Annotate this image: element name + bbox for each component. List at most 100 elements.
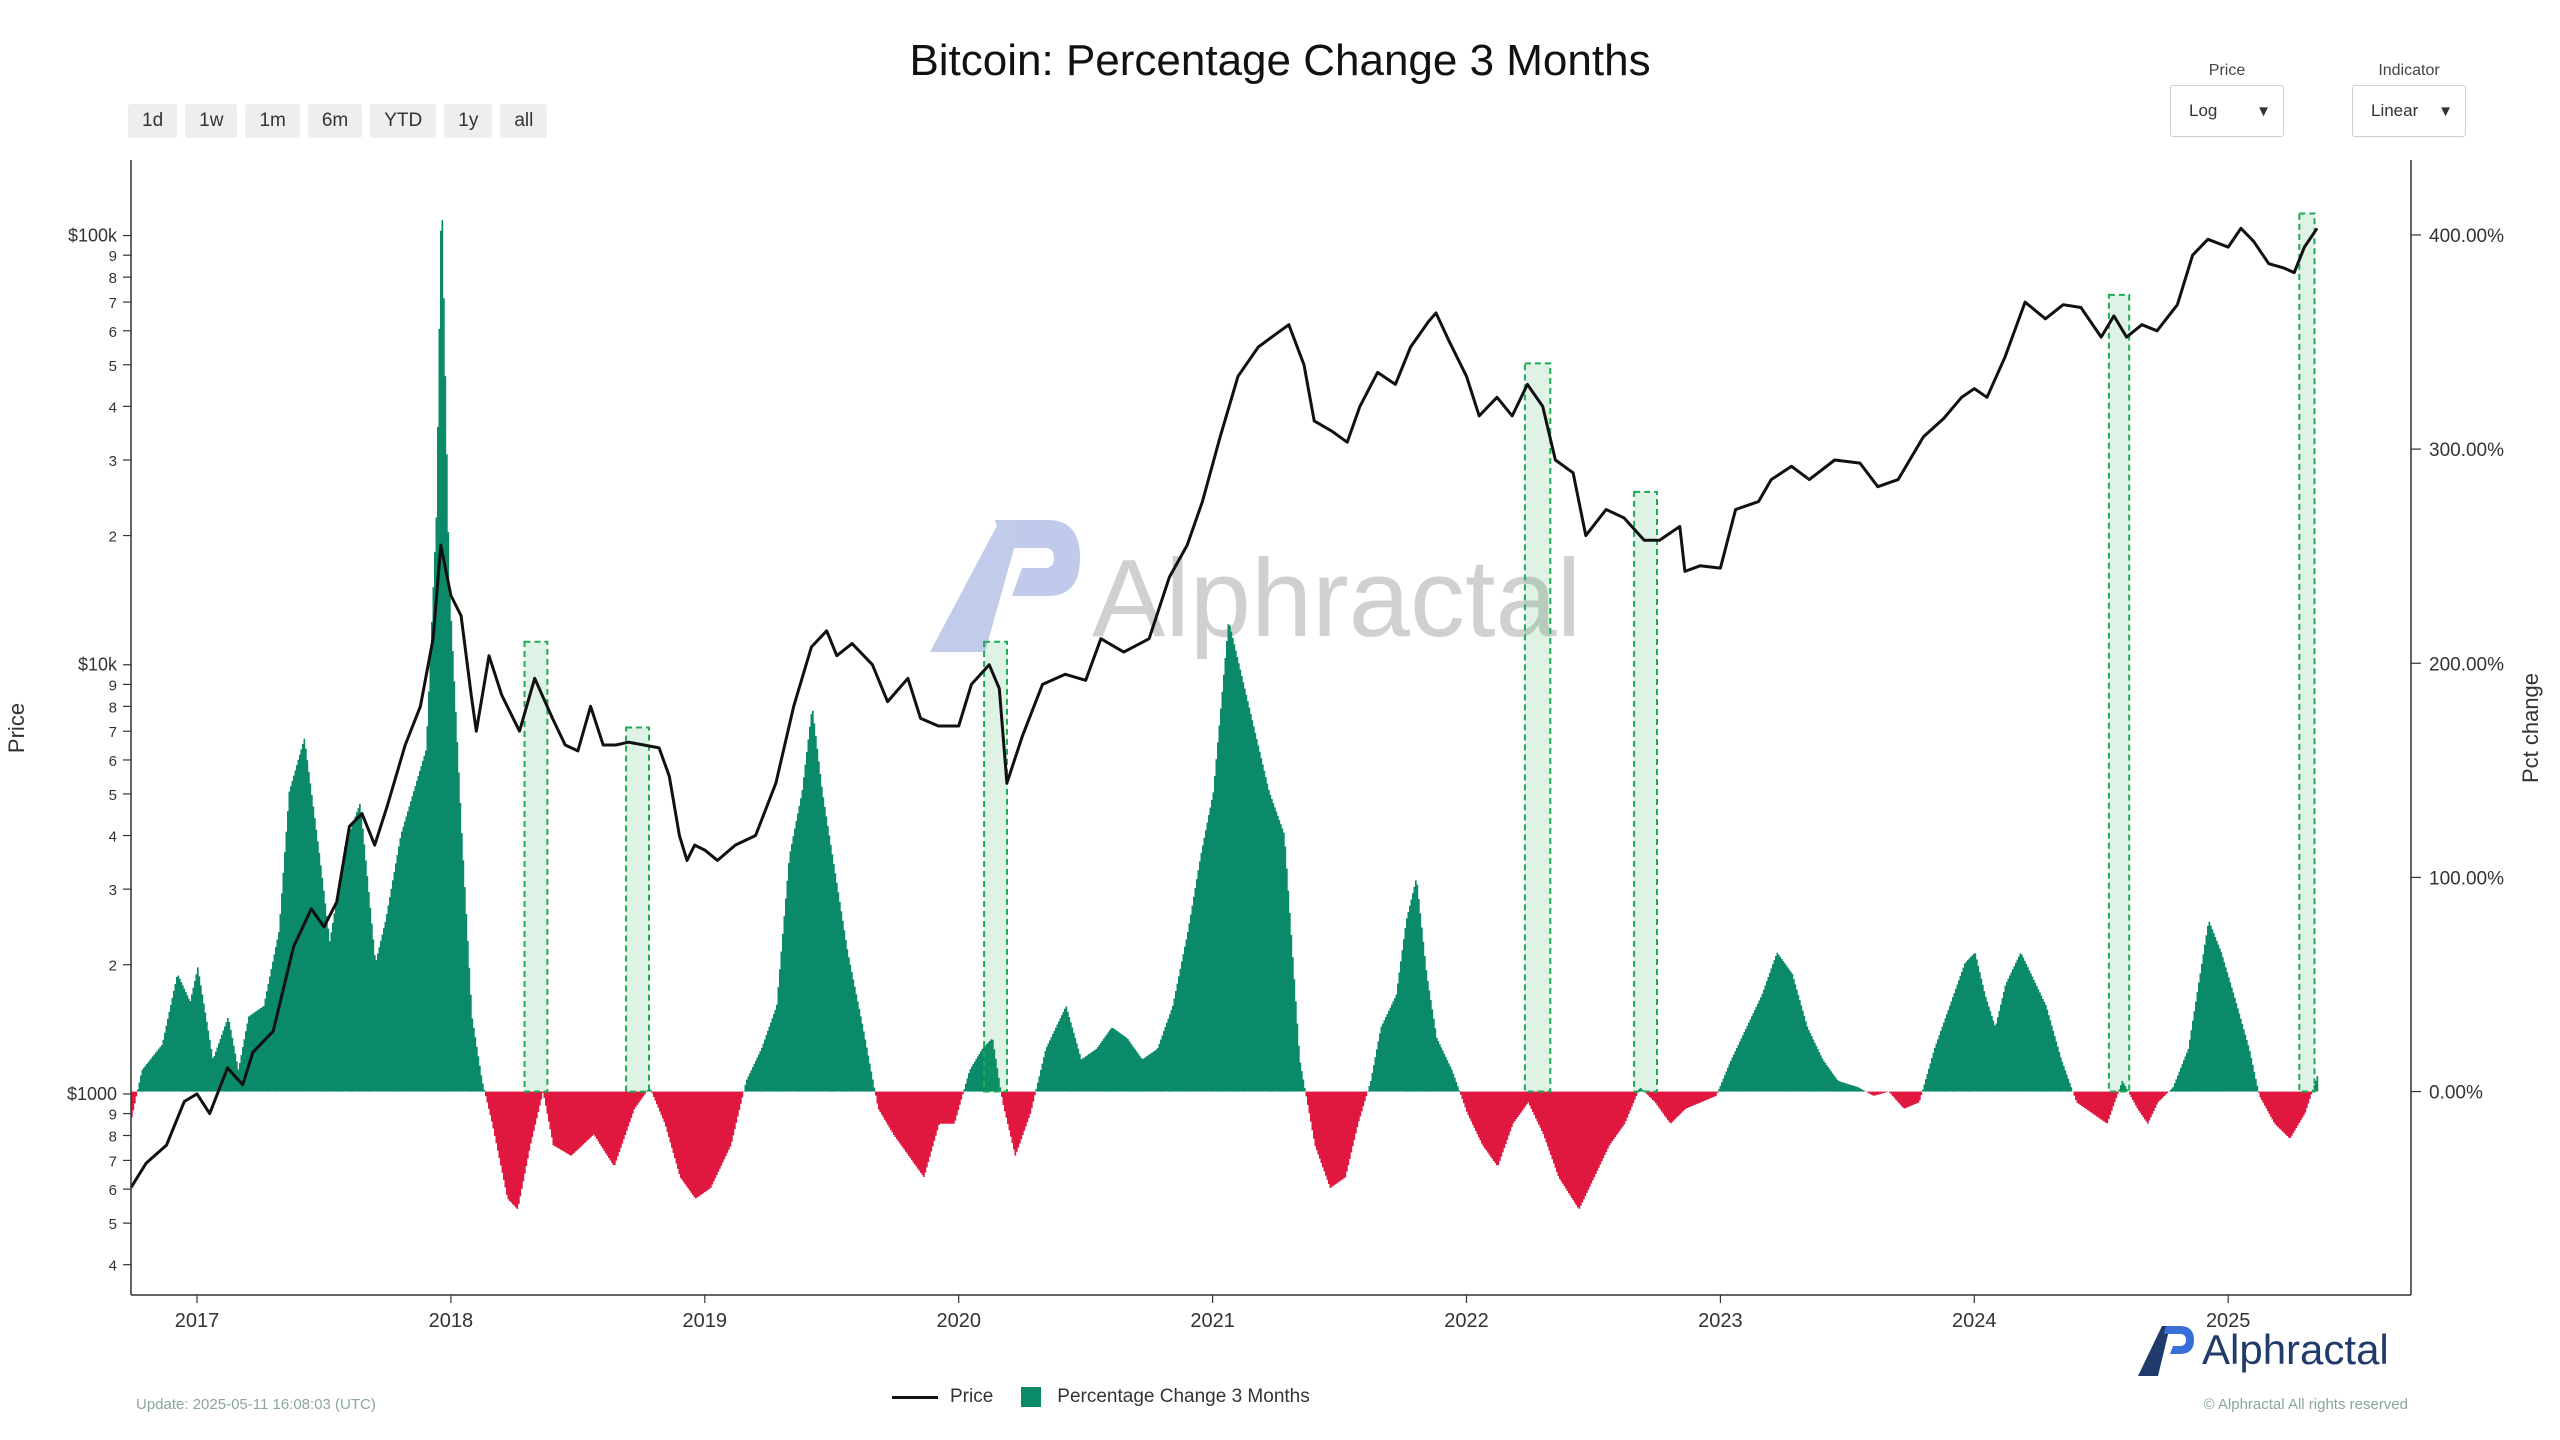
pct-bar	[1463, 1091, 1465, 1104]
pct-bar	[360, 812, 363, 1092]
pct-bar	[1776, 952, 1779, 1092]
pct-bar	[872, 1079, 874, 1092]
pct-bar	[209, 1039, 211, 1092]
pct-bar	[456, 742, 459, 1092]
pct-bar	[1119, 1033, 1122, 1092]
pct-bar	[1094, 1050, 1096, 1092]
pct-bar	[563, 1091, 565, 1152]
pct-bar	[306, 760, 309, 1092]
range-button-1m[interactable]: 1m	[245, 104, 300, 138]
pct-bar	[2129, 1091, 2131, 1095]
pct-bar	[1737, 1044, 1740, 1092]
pct-bar	[570, 1091, 573, 1156]
pct-bar	[2202, 954, 2205, 1092]
pct-bar	[669, 1091, 672, 1143]
legend-pct-label[interactable]: Percentage Change 3 Months	[1057, 1386, 1310, 1407]
pct-bar	[1686, 1091, 1689, 1108]
pct-bar	[795, 821, 798, 1092]
pct-bar	[716, 1091, 718, 1176]
pct-bar	[671, 1091, 673, 1148]
pct-bar	[485, 1091, 487, 1097]
pct-bar	[377, 953, 379, 1092]
pct-bar	[1146, 1055, 1149, 1092]
pct-bar	[2211, 929, 2214, 1092]
pct-bar	[560, 1091, 562, 1150]
pct-bar	[2100, 1091, 2103, 1120]
pct-bar	[912, 1091, 915, 1163]
range-button-1d[interactable]: 1d	[128, 104, 178, 138]
pct-bar	[1338, 1091, 1341, 1182]
price-scale-dropdown[interactable]: Log ▼	[2170, 85, 2284, 137]
pct-bar	[1641, 1089, 1644, 1092]
pct-bar	[152, 1056, 154, 1092]
pct-bar	[561, 1091, 564, 1151]
pct-bar	[1013, 1091, 1015, 1150]
pct-bar	[1556, 1091, 1558, 1172]
range-button-1y[interactable]: 1y	[444, 104, 493, 138]
pct-bar	[1820, 1055, 1822, 1092]
left-tick-label: 7	[109, 295, 117, 312]
pct-bar	[2276, 1091, 2278, 1126]
pct-bar	[2076, 1091, 2079, 1103]
pct-bar	[1779, 956, 1782, 1092]
pct-bar	[1677, 1091, 1680, 1116]
pct-bar	[1796, 989, 1798, 1092]
pct-bar	[803, 777, 805, 1092]
range-button-1w[interactable]: 1w	[185, 104, 238, 138]
pct-bar	[1518, 1091, 1521, 1115]
pct-bar	[1710, 1091, 1713, 1098]
pct-bar	[2022, 957, 2025, 1092]
pct-bar	[1080, 1059, 1083, 1092]
pct-bar	[759, 1051, 762, 1092]
pct-bar	[1961, 971, 1963, 1092]
pct-bar	[954, 1091, 957, 1121]
pct-bar	[1334, 1091, 1336, 1185]
pct-bar	[1773, 960, 1776, 1092]
range-button-all[interactable]: all	[500, 104, 548, 138]
pct-bar	[1050, 1037, 1053, 1092]
pct-bar	[1034, 1091, 1036, 1096]
pct-bar	[867, 1055, 870, 1092]
pct-bar	[222, 1030, 225, 1092]
watermark-text: Alphractal	[1092, 537, 1581, 660]
indicator-scale-dropdown[interactable]: Linear ▼	[2352, 85, 2466, 137]
pct-bar	[1355, 1091, 1357, 1134]
pct-bar	[1517, 1091, 1519, 1117]
legend-price-label[interactable]: Price	[950, 1386, 994, 1407]
pct-bar	[2288, 1091, 2290, 1138]
pct-bar	[1320, 1091, 1323, 1163]
pct-bar	[654, 1091, 657, 1101]
pct-bar	[1133, 1047, 1135, 1092]
pct-bar	[1493, 1091, 1495, 1161]
pct-bar	[1752, 1013, 1755, 1092]
range-button-6m[interactable]: 6m	[307, 104, 363, 138]
pct-bar	[1529, 1091, 1531, 1106]
pct-bar	[828, 835, 831, 1092]
pct-bar	[864, 1039, 867, 1092]
brand-name: Alphractal	[2202, 1326, 2389, 1373]
pct-bar	[1919, 1091, 1921, 1101]
pct-bar	[924, 1091, 927, 1173]
pct-bar	[1425, 970, 1428, 1092]
pct-bar	[2162, 1091, 2164, 1098]
pct-bar	[1719, 1085, 1722, 1092]
pct-bar	[1217, 742, 1219, 1092]
pct-bar	[1281, 828, 1284, 1092]
pct-bar	[1874, 1091, 1876, 1096]
range-button-ytd[interactable]: YTD	[370, 104, 437, 138]
pct-bar	[1097, 1047, 1099, 1092]
pct-bar	[1215, 759, 1218, 1092]
pct-bar	[1302, 1079, 1305, 1092]
pct-bar	[476, 1046, 478, 1092]
pct-bar	[1374, 1057, 1377, 1092]
pct-bar	[1484, 1091, 1486, 1149]
indicator-scale-label: Indicator	[2378, 62, 2440, 79]
pct-bar	[1047, 1043, 1050, 1092]
pct-bar	[1286, 868, 1288, 1092]
pct-bar	[282, 872, 285, 1092]
pct-bar	[1419, 913, 1422, 1092]
pct-bar	[138, 1082, 141, 1092]
pct-bar	[831, 854, 834, 1092]
left-tick-label: 4	[109, 1258, 117, 1275]
pct-bar	[939, 1091, 942, 1124]
